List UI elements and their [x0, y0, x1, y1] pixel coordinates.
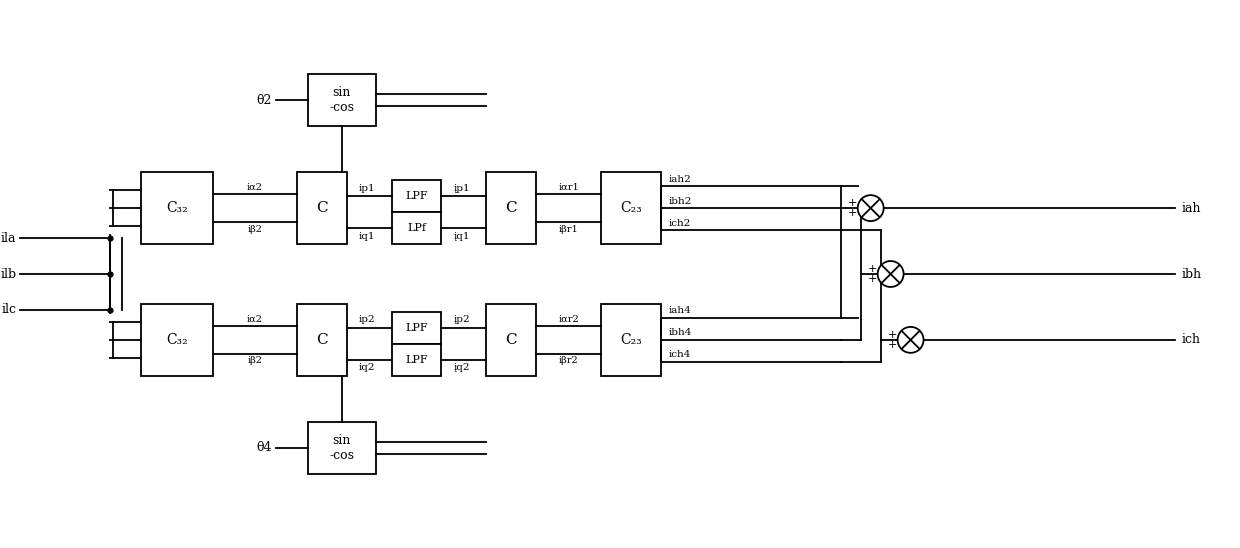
Circle shape: [858, 195, 884, 221]
Text: ilc: ilc: [1, 304, 16, 316]
Text: įp2: įp2: [454, 316, 470, 324]
Text: sin
-cos: sin -cos: [329, 433, 355, 461]
Text: iah2: iah2: [670, 175, 692, 184]
Text: +: +: [868, 264, 878, 274]
Text: LPf: LPf: [407, 223, 427, 233]
Text: ibh: ibh: [1182, 267, 1202, 281]
Text: θ2: θ2: [257, 94, 272, 107]
Text: C₂₃: C₂₃: [620, 201, 642, 215]
Text: +: +: [888, 330, 898, 340]
Text: C: C: [506, 201, 517, 215]
Text: iβ2: iβ2: [247, 225, 263, 233]
Bar: [392, 212, 441, 244]
Bar: [308, 422, 376, 473]
Bar: [486, 172, 536, 244]
Circle shape: [878, 261, 904, 287]
Text: +: +: [848, 208, 857, 218]
Text: LPF: LPF: [405, 323, 428, 333]
Text: +: +: [888, 340, 898, 350]
Text: iah: iah: [1182, 202, 1200, 215]
Text: ich: ich: [1182, 333, 1200, 346]
Text: iq2: iq2: [358, 363, 374, 372]
Bar: [392, 312, 441, 344]
Text: ich2: ich2: [670, 219, 692, 227]
Text: iq1: iq1: [358, 232, 374, 241]
Text: ip1: ip1: [358, 184, 376, 193]
Text: iβr1: iβr1: [559, 225, 579, 233]
Text: iα2: iα2: [247, 182, 263, 192]
Text: iah4: iah4: [670, 306, 692, 316]
Text: +: +: [868, 274, 878, 284]
Bar: [296, 172, 347, 244]
Text: LPF: LPF: [405, 355, 428, 365]
Bar: [392, 180, 441, 212]
Text: įq1: įq1: [454, 232, 470, 241]
Text: C₃₂: C₃₂: [166, 201, 187, 215]
Text: C₃₂: C₃₂: [166, 333, 187, 347]
Text: ip2: ip2: [358, 316, 376, 324]
Text: iα2: iα2: [247, 315, 263, 323]
Bar: [308, 75, 376, 126]
Text: įp1: įp1: [454, 184, 470, 193]
Text: iβr2: iβr2: [559, 356, 579, 366]
Text: +: +: [848, 198, 857, 208]
Text: iαr1: iαr1: [558, 182, 579, 192]
Bar: [392, 344, 441, 376]
Text: C: C: [316, 333, 327, 347]
Text: C₂₃: C₂₃: [620, 333, 642, 347]
Bar: [486, 304, 536, 376]
Bar: [296, 304, 347, 376]
Text: ilb: ilb: [0, 267, 16, 281]
Text: sin
-cos: sin -cos: [329, 87, 355, 115]
Text: LPF: LPF: [405, 191, 428, 201]
Text: ibh2: ibh2: [670, 197, 692, 206]
Text: C: C: [506, 333, 517, 347]
Text: ich4: ich4: [670, 350, 692, 359]
Text: iβ2: iβ2: [247, 356, 263, 366]
Text: ila: ila: [1, 232, 16, 244]
Text: C: C: [316, 201, 327, 215]
Text: iαr2: iαr2: [558, 315, 579, 323]
Bar: [601, 172, 661, 244]
Circle shape: [898, 327, 924, 353]
Bar: [141, 172, 213, 244]
Bar: [141, 304, 213, 376]
Text: θ4: θ4: [257, 441, 272, 454]
Text: ibh4: ibh4: [670, 328, 692, 338]
Text: įq2: įq2: [454, 363, 470, 372]
Bar: [601, 304, 661, 376]
